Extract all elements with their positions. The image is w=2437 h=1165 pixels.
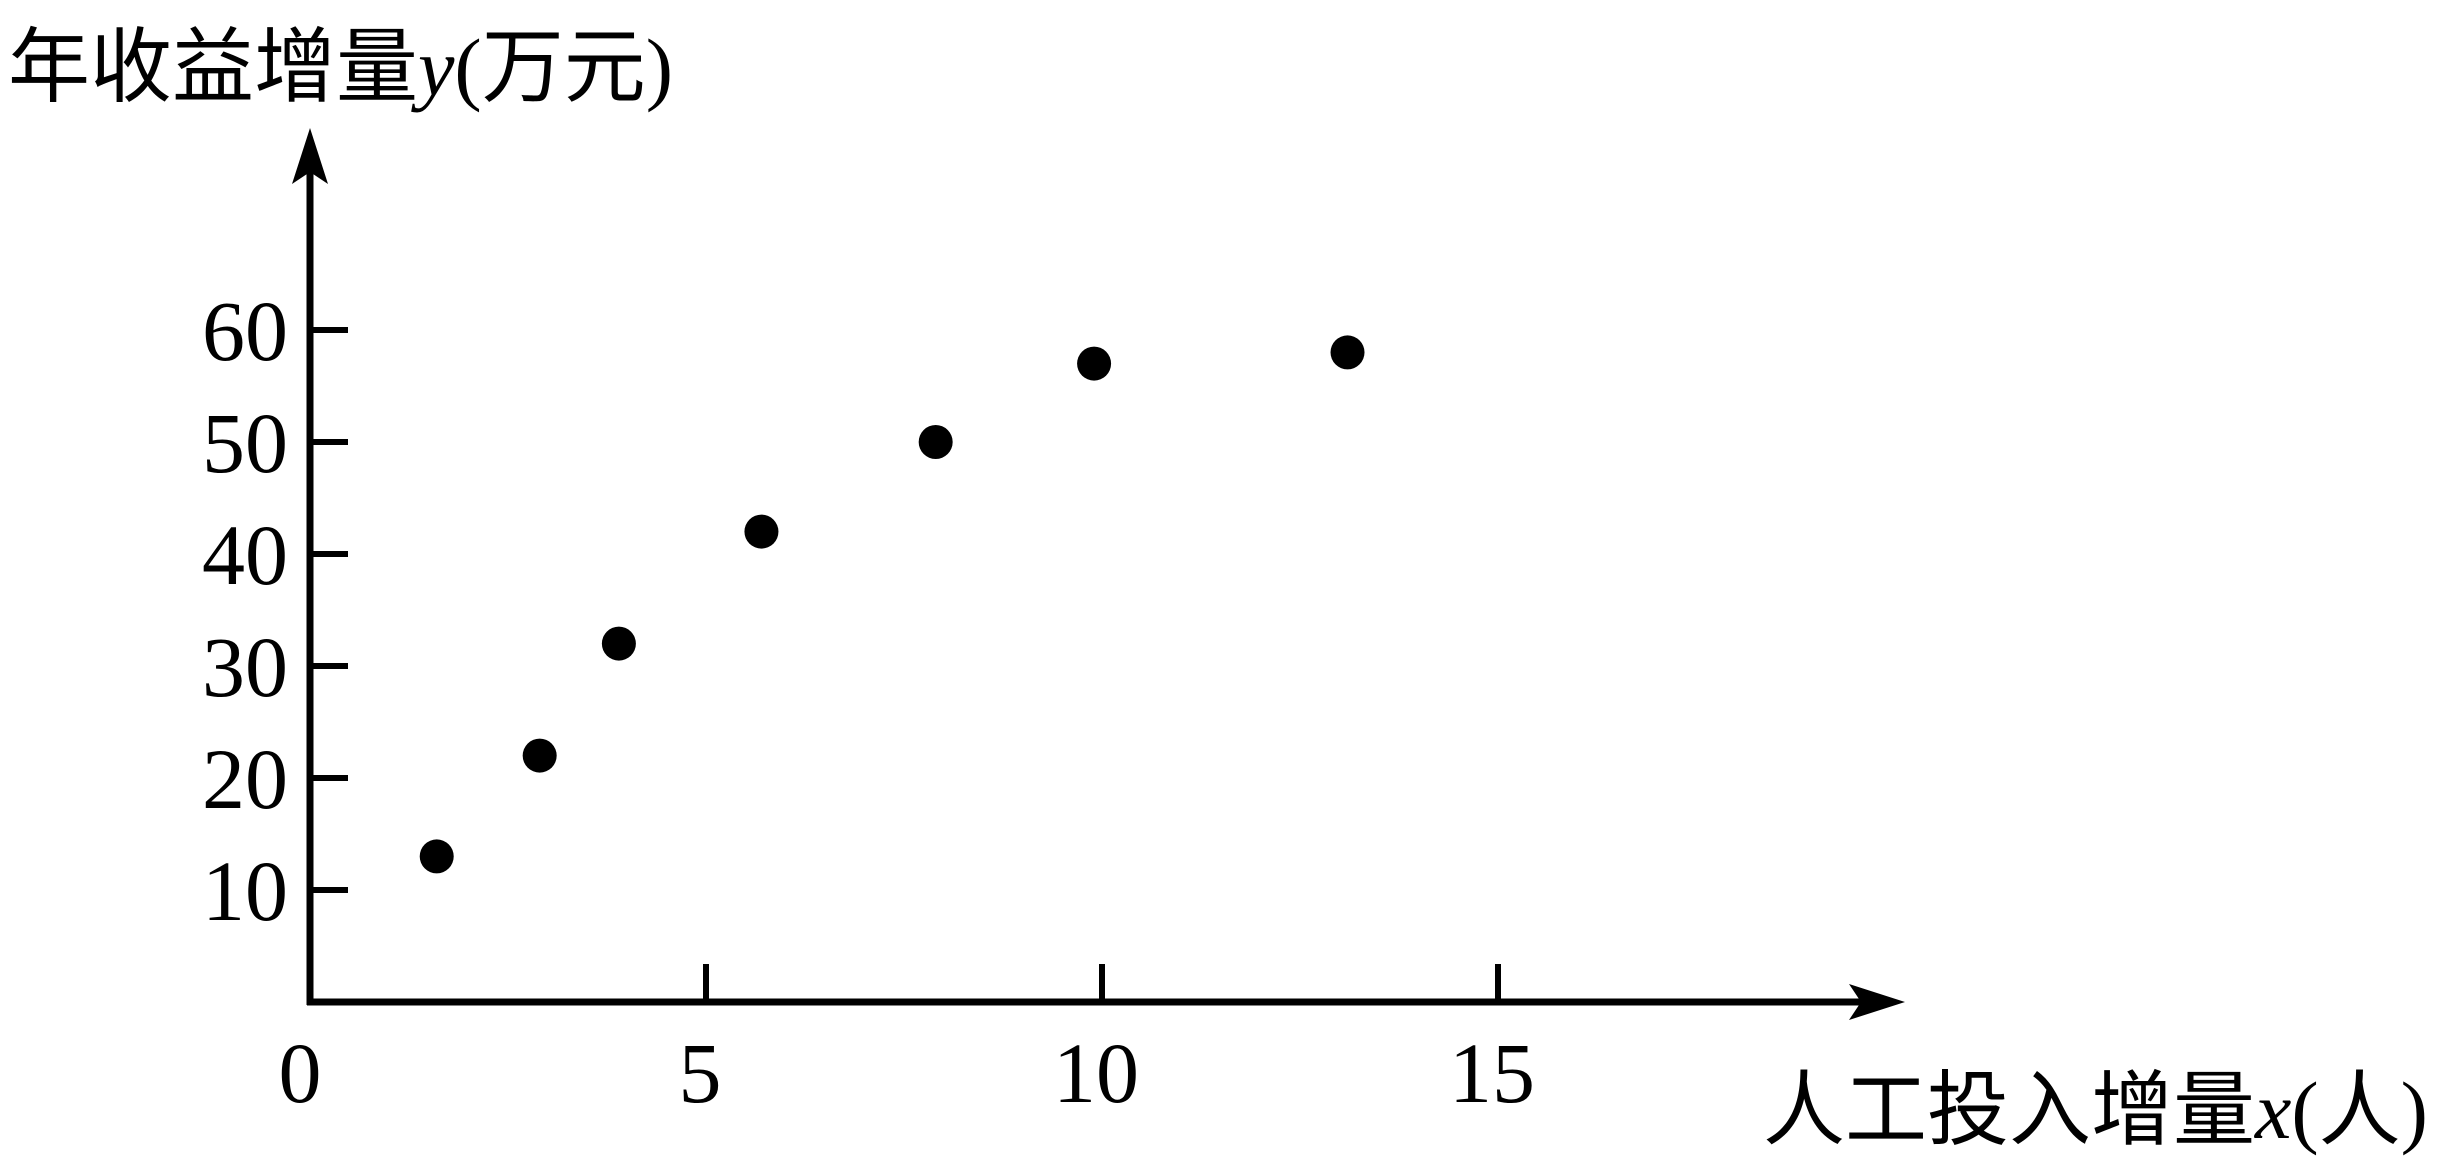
y-axis-title-variable: y — [411, 22, 455, 113]
y-axis-arrowhead — [292, 128, 328, 184]
x-tick-label: 10 — [1053, 1025, 1139, 1121]
data-point — [1077, 346, 1112, 381]
x-axis-ticks: 5 10 15 — [679, 964, 1535, 1121]
y-tick-label: 40 — [202, 507, 288, 603]
x-axis-title-unit: (人) — [2291, 1065, 2428, 1156]
y-tick-label: 60 — [202, 283, 288, 379]
x-axis-arrowhead — [1849, 984, 1905, 1020]
data-point — [1330, 335, 1365, 370]
x-axis-title: 人工投入增量x(人) — [1763, 1065, 2428, 1156]
x-tick-label: 5 — [679, 1025, 722, 1121]
y-tick-label: 50 — [202, 395, 288, 491]
y-tick-label: 30 — [202, 619, 288, 715]
x-tick-label: 15 — [1449, 1025, 1535, 1121]
y-axis-title: 年收益增量y(万元) — [8, 22, 673, 113]
data-point — [744, 514, 779, 549]
data-point — [601, 626, 636, 661]
y-tick-label: 10 — [202, 843, 288, 939]
data-point — [918, 425, 953, 459]
y-axis-title-prefix: 年收益增量 — [8, 22, 418, 113]
data-point — [419, 839, 454, 874]
x-axis-title-prefix: 人工投入增量 — [1763, 1065, 2255, 1156]
axes — [292, 128, 1905, 1020]
y-axis-ticks: 10 20 30 40 50 60 — [202, 283, 348, 939]
y-tick-label: 20 — [202, 731, 288, 827]
data-point — [522, 738, 557, 773]
origin-label: 0 — [279, 1025, 322, 1121]
y-axis-title-unit: (万元) — [454, 22, 673, 113]
data-points — [419, 335, 1365, 874]
x-axis-title-variable: x — [2254, 1065, 2291, 1156]
